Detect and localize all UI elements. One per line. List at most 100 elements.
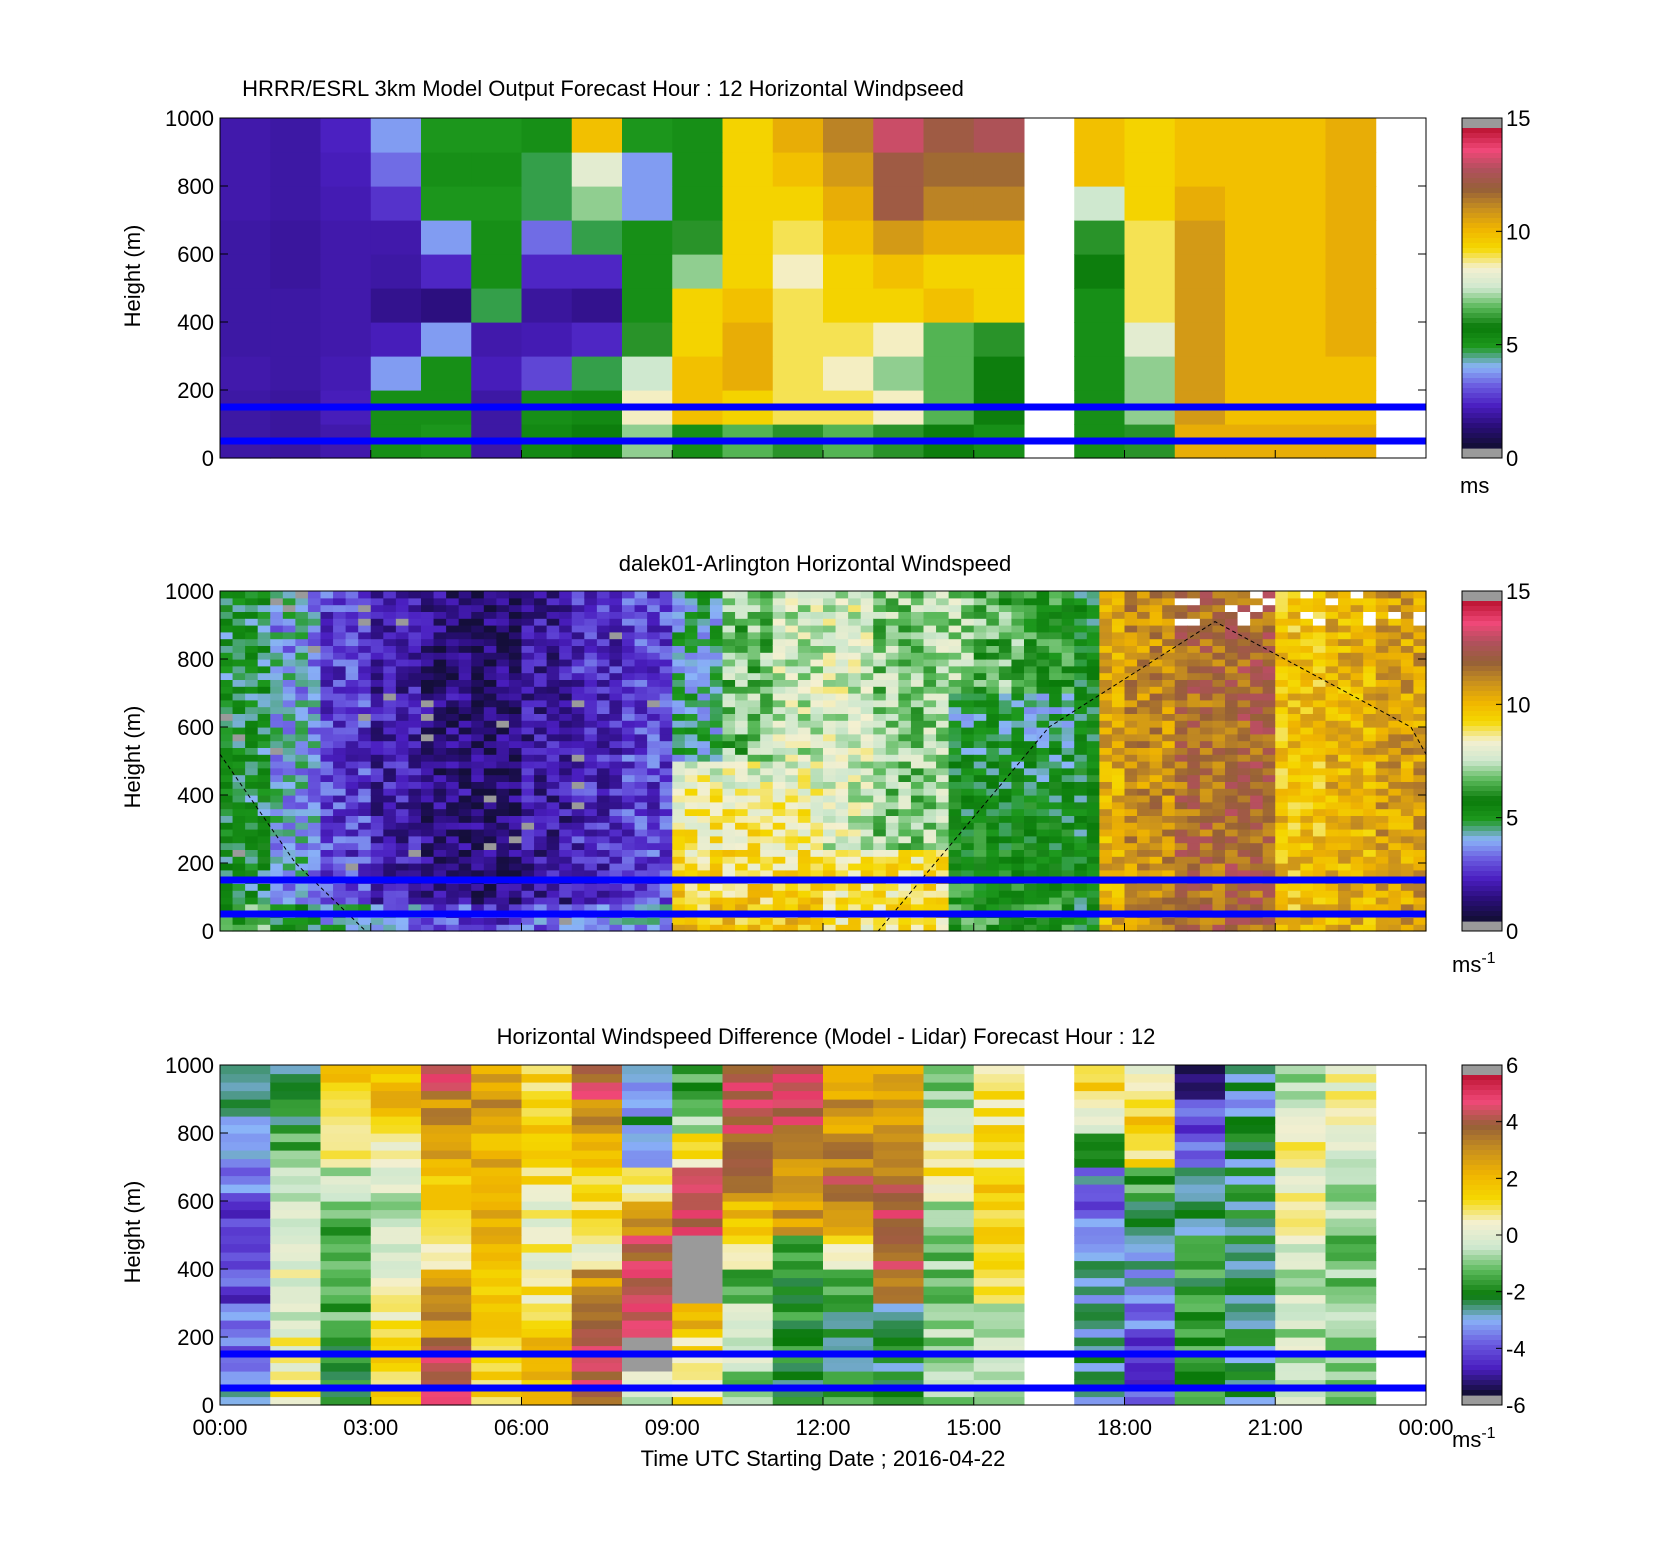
heatmap-cell — [232, 924, 246, 932]
heatmap-cell — [232, 754, 246, 762]
heatmap-cell — [1287, 597, 1301, 606]
heatmap-cell — [421, 686, 435, 694]
heatmap-cell — [609, 699, 623, 708]
heatmap-cell — [421, 706, 435, 714]
heatmap-cell — [232, 631, 246, 640]
heatmap-cell — [1024, 829, 1038, 837]
heatmap-cell — [1287, 883, 1301, 891]
heatmap-cell — [295, 652, 309, 660]
heatmap-cell — [282, 863, 296, 871]
heatmap-cell — [823, 883, 837, 891]
heatmap-cell — [508, 740, 523, 748]
heatmap-cell — [1375, 611, 1389, 619]
heatmap-cell — [370, 356, 422, 391]
heatmap-cell — [961, 822, 975, 830]
heatmap-cell — [860, 788, 874, 796]
heatmap-cell — [722, 118, 774, 153]
heatmap-cell — [220, 699, 234, 708]
heatmap-cell — [659, 699, 673, 708]
heatmap-cell — [747, 924, 761, 932]
heatmap-cell — [1124, 733, 1138, 742]
heatmap-cell — [810, 924, 824, 932]
heatmap-cell — [1199, 672, 1214, 680]
heatmap-cell — [1149, 815, 1163, 823]
heatmap-cell — [446, 849, 460, 857]
heatmap-cell — [446, 706, 460, 714]
heatmap-cell — [446, 835, 460, 844]
heatmap-cell — [282, 693, 296, 701]
heatmap-cell — [1262, 699, 1276, 708]
heatmap-cell — [684, 924, 698, 932]
heatmap-cell — [747, 611, 761, 619]
heatmap-cell — [898, 808, 912, 816]
heatmap-cell — [1312, 591, 1327, 599]
heatmap-cell — [521, 890, 535, 898]
heatmap-cell — [722, 699, 736, 708]
heatmap-cell — [885, 631, 899, 640]
heatmap-cell — [245, 713, 259, 721]
heatmap-cell — [1363, 693, 1377, 701]
heatmap-cell — [1225, 618, 1239, 626]
heatmap-cell — [358, 808, 372, 816]
heatmap-cell — [1212, 747, 1226, 755]
heatmap-cell — [1111, 849, 1126, 857]
heatmap-cell — [295, 611, 309, 619]
heatmap-cell — [1325, 625, 1339, 633]
colorbar-swatch — [1462, 248, 1502, 254]
heatmap-cell — [1275, 801, 1289, 810]
heatmap-cell — [1350, 917, 1364, 925]
heatmap-cell — [735, 611, 749, 619]
heatmap-cell — [810, 801, 824, 810]
heatmap-cell — [923, 720, 937, 728]
heatmap-cell — [508, 747, 523, 755]
heatmap-cell — [1363, 829, 1377, 837]
heatmap-cell — [848, 625, 862, 633]
heatmap-cell — [910, 863, 925, 871]
heatmap-cell — [772, 591, 786, 599]
heatmap-cell — [1124, 638, 1138, 646]
heatmap-cell — [1011, 788, 1025, 796]
heatmap-cell — [1325, 917, 1339, 925]
heatmap-cell — [295, 659, 309, 667]
heatmap-cell — [1086, 625, 1100, 633]
heatmap-cell — [333, 808, 347, 816]
heatmap-cell — [1287, 903, 1301, 912]
heatmap-cell — [421, 597, 435, 606]
heatmap-cell — [546, 808, 560, 816]
heatmap-cell — [1237, 869, 1251, 878]
heatmap-cell — [596, 856, 611, 864]
heatmap-cell — [659, 611, 673, 619]
heatmap-cell — [546, 699, 560, 708]
heatmap-cell — [1099, 903, 1113, 912]
heatmap-cell — [232, 591, 246, 599]
heatmap-cell — [823, 604, 837, 612]
heatmap-cell — [948, 808, 962, 816]
heatmap-cell — [898, 835, 912, 844]
heatmap-cell — [496, 672, 510, 680]
heatmap-cell — [659, 706, 673, 714]
heatmap-cell — [358, 645, 372, 653]
heatmap-cell — [521, 808, 535, 816]
heatmap-cell — [1338, 883, 1352, 891]
heatmap-cell — [810, 727, 824, 735]
heatmap-cell — [622, 611, 636, 619]
heatmap-cell — [232, 774, 246, 782]
heatmap-cell — [647, 645, 661, 653]
heatmap-cell — [446, 829, 460, 837]
heatmap-cell — [1074, 699, 1088, 708]
heatmap-cell — [1049, 686, 1063, 694]
heatmap-cell — [220, 869, 234, 878]
heatmap-cell — [1350, 747, 1364, 755]
heatmap-cell — [1199, 699, 1214, 708]
heatmap-cell — [1124, 659, 1138, 667]
heatmap-cell — [1275, 625, 1289, 633]
heatmap-cell — [421, 611, 435, 619]
heatmap-cell — [848, 883, 862, 891]
heatmap-cell — [584, 835, 598, 844]
heatmap-cell — [534, 638, 548, 646]
heatmap-cell — [672, 863, 686, 871]
heatmap-cell — [936, 740, 950, 748]
heatmap-cell — [722, 638, 736, 646]
heatmap-cell — [1325, 754, 1339, 762]
heatmap-cell — [1363, 679, 1377, 687]
